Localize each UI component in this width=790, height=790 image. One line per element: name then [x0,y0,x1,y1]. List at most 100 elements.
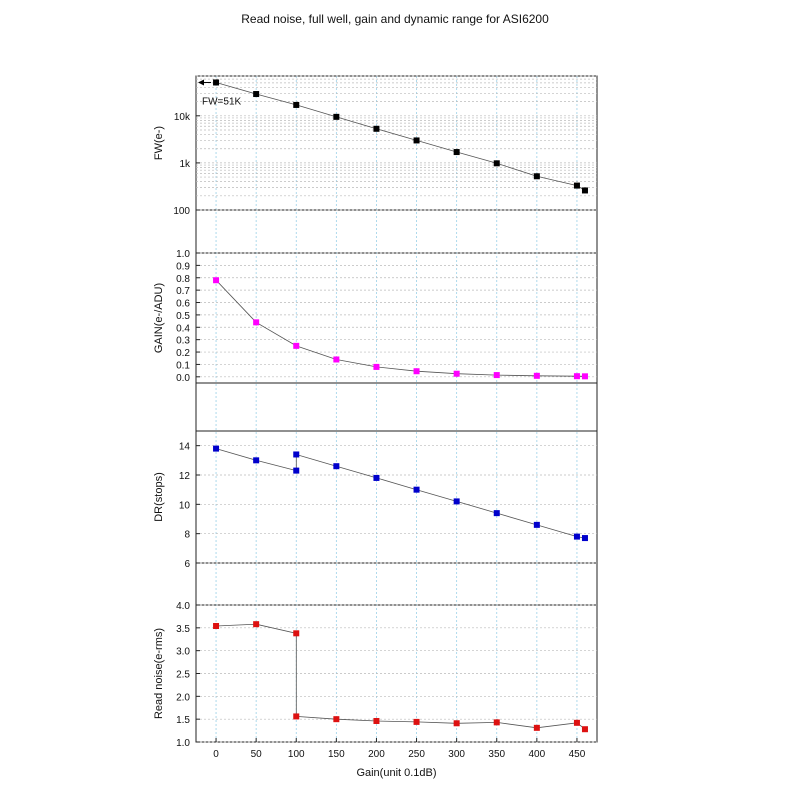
y-tick-label: 100 [173,206,190,217]
y-tick-label: 4.0 [176,601,190,612]
data-point [533,724,540,731]
y-axis-label: GAIN(e-/ADU) [153,283,165,353]
y-tick-label: 0.8 [176,274,190,285]
y-tick-label: 0.2 [176,348,190,359]
y-tick-label: 3.0 [176,647,190,658]
y-tick-label: 10 [179,500,191,511]
data-point [533,521,540,528]
data-point [573,533,580,540]
data-point [413,718,420,725]
series-line [215,448,586,539]
series-line [215,279,586,377]
data-point [213,277,220,284]
y-tick-label: 0.3 [176,336,190,347]
x-tick-label: 300 [448,749,465,760]
data-point [333,356,340,363]
data-point [493,160,500,167]
x-tick-label: 100 [288,749,305,760]
data-point [533,173,540,180]
data-point [373,474,380,481]
panel-rn: 1.0 1.5 2.0 2.5 3.0 3.5 4.0 Read noise(e-rms) [153,601,597,749]
x-tick-label: 0 [213,749,219,760]
data-point [581,373,588,380]
x-tick-label: 50 [251,749,263,760]
x-axis-label: Gain(unit 0.1dB) [356,767,436,779]
y-tick-label: 0.5 [176,311,190,322]
y-tick-label: 0.6 [176,299,190,310]
data-point [581,187,588,194]
data-point [293,713,300,720]
y-tick-label: 2.0 [176,692,190,703]
y-tick-label: 1k [179,159,191,170]
data-point [581,535,588,542]
data-point [213,79,220,86]
y-tick-label: 0.7 [176,286,190,297]
gridlines [215,76,578,742]
y-tick-label: 0.0 [176,373,190,384]
y-tick-label: 6 [184,559,190,570]
data-point [253,457,260,464]
y-tick-label: 3.5 [176,624,190,635]
y-tick-label: 1.0 [176,738,190,749]
data-point [373,125,380,132]
x-axis: 0 50 100 150 200 250 300 350 400 450 Gain(unit 0.1… [213,738,586,779]
y-tick-label: 10k [174,112,191,123]
y-tick-label: 2.5 [176,670,190,681]
chart-title: Read noise, full well, gain and dynamic … [241,12,549,26]
data-point [453,720,460,727]
data-point [293,101,300,108]
y-tick-label: 8 [184,530,190,541]
x-tick-label: 250 [408,749,425,760]
data-point [413,137,420,144]
data-point [413,368,420,375]
data-point [453,498,460,505]
data-point [493,719,500,726]
data-point [293,451,300,458]
y-tick-label: 12 [179,471,191,482]
panel-gain: 0.0 0.10.20.3 0.40.50.6 0.70.8 0.91.0 GAIN(e-… [153,249,597,384]
data-point [293,630,300,637]
data-point [573,719,580,726]
data-point [333,716,340,723]
data-point [293,342,300,349]
y-axis-label: DR(stops) [153,472,165,522]
panel-dr: 6 8 10 12 14 DR(stops) [153,430,597,570]
data-point [453,370,460,377]
data-point [253,319,260,326]
y-tick-label: 0.9 [176,261,190,272]
x-tick-label: 150 [328,749,345,760]
x-tick-label: 200 [368,749,385,760]
data-point [573,182,580,189]
x-tick-label: 400 [529,749,546,760]
y-tick-label: 14 [179,442,191,453]
series-line [216,623,586,730]
y-tick-label: 0.4 [176,323,190,334]
panels: 1001k10kFW(e-)FW=51K0.00.10.20.30.40.50.… [153,75,597,749]
x-tick-label: 350 [488,749,505,760]
data-point [333,463,340,470]
y-tick-label: 0.1 [176,360,190,371]
data-point [533,372,540,379]
y-tick-label: 1.0 [176,249,190,260]
data-point [493,510,500,517]
data-point [573,373,580,380]
arrow-head [198,79,204,86]
data-point [373,363,380,370]
data-point [373,717,380,724]
data-point [213,623,220,630]
annotation-label: FW=51K [202,96,242,107]
y-axis-label: FW(e-) [153,126,165,160]
data-point [413,486,420,493]
series-line [215,82,586,191]
data-point [581,726,588,733]
x-tick-label: 450 [569,749,586,760]
y-tick-label: 1.5 [176,715,190,726]
data-point [333,113,340,120]
panel-fw: 100 1k 10k FW(e-) FW=51K [153,75,597,217]
data-point [253,621,260,628]
y-axis-label: Read noise(e-rms) [153,628,165,719]
data-point [493,372,500,379]
data-point [293,467,300,474]
data-point [213,445,220,452]
